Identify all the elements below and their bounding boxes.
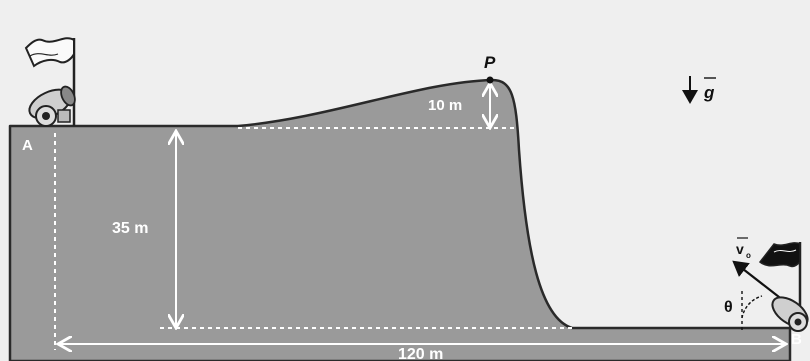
angle-arc: [741, 295, 763, 319]
velocity-subscript-label: o: [746, 251, 751, 260]
gravity-label: g: [703, 83, 715, 102]
cannon-a-icon: [24, 37, 76, 127]
point-p-label: P: [484, 53, 496, 72]
cannon-b-icon: [758, 242, 809, 332]
point-a-label: A: [22, 137, 33, 154]
angle-label: θ: [724, 299, 733, 316]
height-cliff-label: 35 m: [112, 220, 148, 237]
terrain-profile: [8, 78, 792, 361]
distance-label: 120 m: [398, 346, 443, 361]
velocity-label: v: [736, 241, 744, 257]
height-hill-label: 10 m: [428, 97, 462, 114]
point-b-label: B: [791, 331, 802, 348]
point-p-dot: [486, 76, 494, 84]
